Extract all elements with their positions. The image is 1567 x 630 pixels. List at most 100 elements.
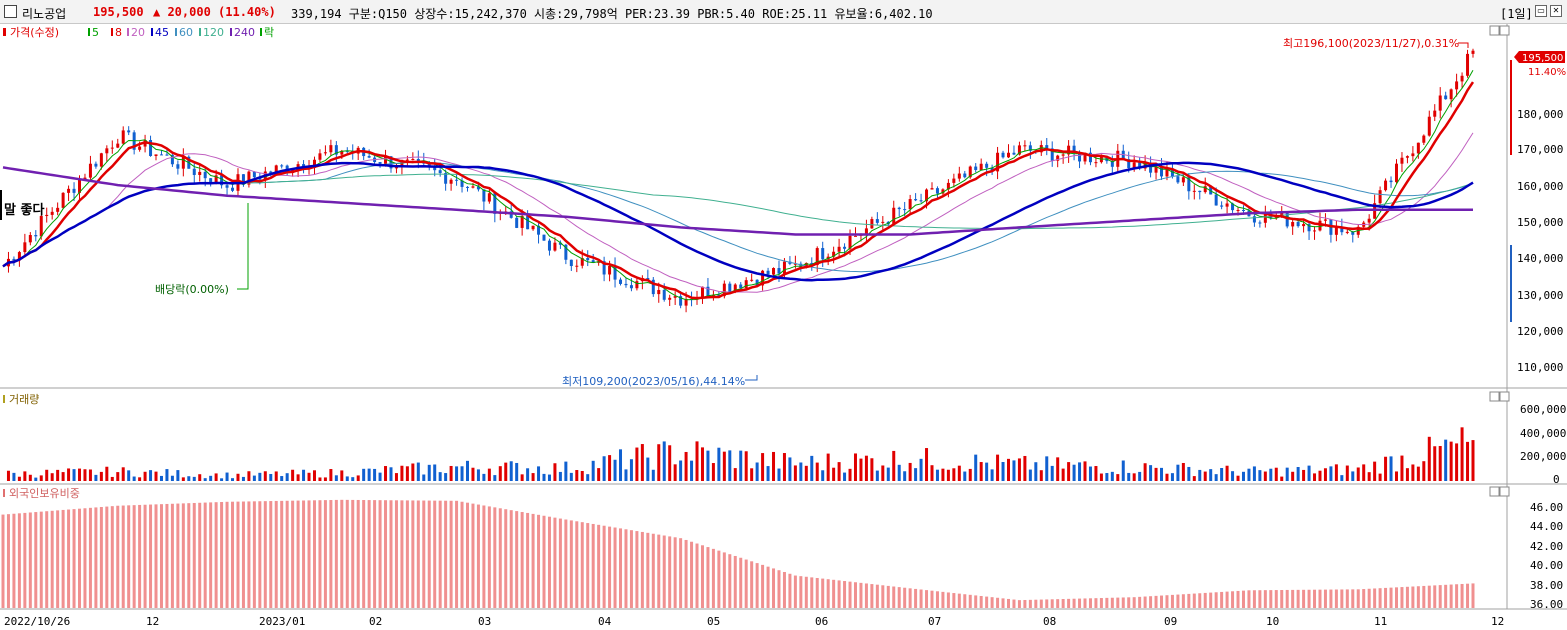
candle-body <box>1067 145 1071 155</box>
foreign-bar <box>187 503 191 608</box>
foreign-bar <box>788 573 792 608</box>
ytick: 130,000 <box>1517 289 1563 302</box>
candle-body <box>280 165 284 167</box>
candle-body <box>766 270 770 275</box>
legend-ma120: 120 <box>203 26 224 39</box>
volume-bar <box>974 454 978 481</box>
candle-body <box>509 211 513 218</box>
window-restore-icon[interactable]: ▭ <box>1535 5 1547 17</box>
ytick: 160,000 <box>1517 180 1563 193</box>
foreign-bar <box>1110 597 1114 608</box>
foreign-bar <box>564 519 568 608</box>
candle-body <box>613 265 617 280</box>
volume-bar <box>679 460 683 481</box>
candle-body <box>558 242 562 245</box>
candle-body <box>1400 157 1404 164</box>
candle-body <box>138 146 142 150</box>
volume-bars <box>6 427 1475 481</box>
xtick: 2023/01 <box>259 615 305 628</box>
foreign-ownership-bars <box>1 499 1475 608</box>
candle-body <box>1078 152 1082 162</box>
xtick: 06 <box>815 615 828 628</box>
volume-bar <box>547 474 551 481</box>
volume-bar <box>159 475 163 481</box>
volume-bar <box>373 468 377 481</box>
candle-body <box>231 187 235 191</box>
foreign-bar <box>733 555 737 608</box>
volume-bar <box>1471 440 1475 481</box>
foreign-bar <box>662 535 666 608</box>
foreign-bar <box>1203 592 1207 608</box>
volume-bar <box>362 468 366 481</box>
foreign-bar <box>1 514 5 608</box>
volume-bar <box>941 468 945 481</box>
candle-body <box>542 234 546 241</box>
volume-bar <box>285 473 289 481</box>
legend-ma60: 60 <box>179 26 193 39</box>
foreign-bar <box>1007 598 1011 608</box>
foreign-bar <box>1225 591 1229 608</box>
candle-body <box>78 179 82 193</box>
foreign-bar <box>493 507 497 608</box>
candle-body <box>416 159 420 162</box>
candle-body <box>149 140 153 156</box>
period-selector[interactable]: [1일] <box>1500 7 1533 21</box>
foreign-bar <box>1302 589 1306 608</box>
volume-bar <box>356 475 360 481</box>
foreign-bar <box>438 500 442 608</box>
foreign-bar <box>1405 586 1409 608</box>
candle-body <box>1181 177 1185 183</box>
ytick: 110,000 <box>1517 361 1563 374</box>
candle-body <box>72 188 76 193</box>
candle-body <box>384 156 388 164</box>
volume-bar <box>892 450 896 481</box>
candle-body <box>203 171 207 179</box>
volume-bar <box>782 453 786 481</box>
foreign-bar <box>1116 597 1120 608</box>
volume-bar <box>772 451 776 481</box>
volume-bar <box>411 463 415 481</box>
foreign-bar <box>263 501 267 608</box>
foreign-bar <box>908 588 912 608</box>
candle-body <box>67 188 71 193</box>
panel-buttons[interactable] <box>1489 25 1510 497</box>
foreign-y-axis: 46.00 44.00 42.00 40.00 38.00 36.00 <box>1530 501 1563 611</box>
foreign-bar <box>602 525 606 608</box>
foreign-bar <box>750 561 754 608</box>
select-checkbox[interactable] <box>4 5 17 18</box>
volume-bar <box>23 471 27 481</box>
foreign-bar <box>476 504 480 608</box>
volume-bar <box>635 447 639 481</box>
foreign-bar <box>471 503 475 608</box>
volume-bar <box>334 475 338 481</box>
foreign-bar <box>1449 584 1453 608</box>
xtick: 11 <box>1374 615 1387 628</box>
candle-body <box>919 200 923 202</box>
ytick: 150,000 <box>1517 216 1563 229</box>
foreign-bar <box>542 515 546 608</box>
foreign-bar <box>553 517 557 608</box>
candle-body <box>1323 219 1327 221</box>
window-close-icon[interactable]: ✕ <box>1550 5 1562 17</box>
candle-body <box>1236 209 1240 211</box>
candle-body <box>269 171 273 174</box>
candle-body <box>772 268 776 275</box>
xtick: 08 <box>1043 615 1056 628</box>
candle-body <box>700 286 704 297</box>
candle-body <box>438 170 442 174</box>
volume-bar <box>296 474 300 481</box>
candle-body <box>411 159 415 161</box>
volume-bar <box>1296 467 1300 481</box>
volume-bar <box>83 469 87 481</box>
foreign-bar <box>291 500 295 608</box>
foreign-bar <box>1241 590 1245 608</box>
foreign-bar <box>996 597 1000 608</box>
foreign-bar <box>45 511 49 608</box>
volume-bar <box>1127 472 1131 481</box>
candle-body <box>651 279 655 295</box>
candle-body <box>1318 220 1322 231</box>
candle-body <box>1274 216 1278 218</box>
candle-body <box>1012 152 1016 155</box>
candle-body <box>274 165 278 174</box>
